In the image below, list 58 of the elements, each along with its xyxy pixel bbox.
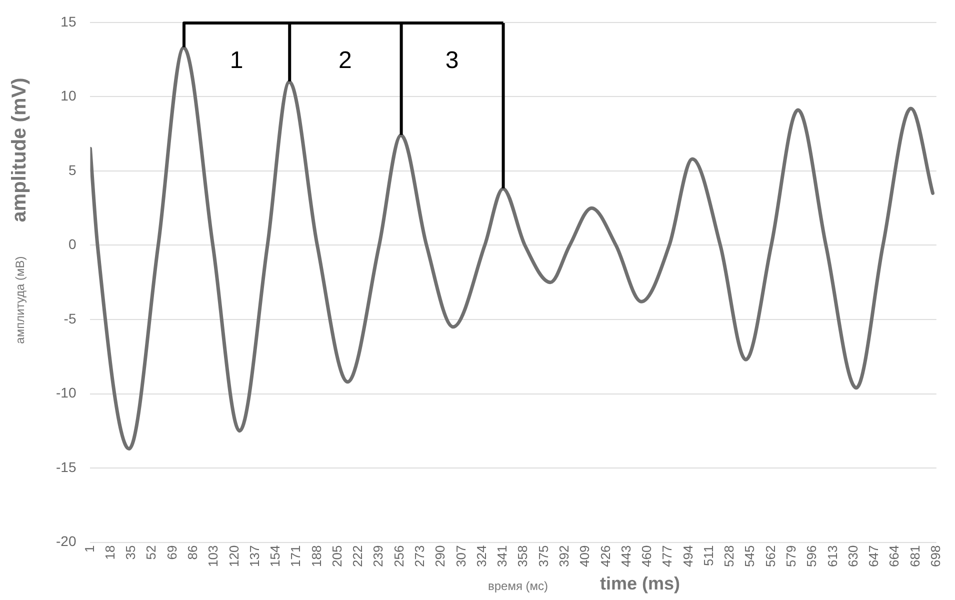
y-tick-label: 5 <box>68 162 76 178</box>
line-series <box>90 46 935 450</box>
annotation: 1 <box>230 47 244 76</box>
y-tick-label: 15 <box>60 13 76 30</box>
x-tick-label: 545 <box>742 545 758 568</box>
x-tick-label: 188 <box>308 545 324 568</box>
x-tick-label: 341 <box>494 545 510 568</box>
x-tick-label: 273 <box>412 545 428 568</box>
x-tick-label: 35 <box>123 545 138 560</box>
x-tick-label: 392 <box>556 545 572 568</box>
x-tick-label: 562 <box>762 545 778 568</box>
x-tick-label: 647 <box>866 545 882 568</box>
x-tick-label: 664 <box>886 545 902 568</box>
x-tick-label: 511 <box>700 545 716 566</box>
x-tick-label: 137 <box>246 545 262 568</box>
y-tick-label: -10 <box>56 384 76 401</box>
y-tick-label: -5 <box>64 310 76 326</box>
y-tick-label: 10 <box>60 88 76 104</box>
y-tick-label: 0 <box>68 236 76 252</box>
x-tick-label: 460 <box>639 545 654 568</box>
x-tick-label: 596 <box>804 545 820 568</box>
y-axis-title: amplitude (mV) <box>8 78 32 222</box>
x-tick-label: 307 <box>453 545 468 568</box>
x-tick-label: 86 <box>185 545 200 560</box>
text: время (мс) <box>488 579 548 593</box>
x-tick-label: 256 <box>391 545 406 568</box>
annotation: 3 <box>445 47 459 76</box>
x-tick-label: 324 <box>474 545 489 568</box>
x-tick-label: 171 <box>288 545 304 568</box>
x-tick-label: 154 <box>268 545 283 568</box>
x-tick-label: 579 <box>784 545 799 568</box>
annotation: 2 <box>338 47 352 76</box>
x-tick-label: 358 <box>515 545 530 568</box>
x-tick-label: 443 <box>618 545 634 568</box>
x-tick-label: 18 <box>102 545 118 560</box>
x-axis-title: time (ms) <box>600 574 680 594</box>
x-tick-label: 1 <box>82 545 97 553</box>
text: амплитуда (мВ) <box>13 256 27 344</box>
x-tick-label: 528 <box>722 545 737 568</box>
y-tick-label: -15 <box>56 458 76 475</box>
y-tick-label: -20 <box>56 533 76 550</box>
x-tick-label: 630 <box>845 545 860 568</box>
x-tick-label: 239 <box>370 545 386 568</box>
x-tick-label: 222 <box>350 545 366 568</box>
x-tick-label: 375 <box>536 545 551 568</box>
x-tick-label: 477 <box>660 545 675 568</box>
x-tick-label: 69 <box>164 545 180 560</box>
x-tick-label: 426 <box>598 545 613 568</box>
x-tick-label: 409 <box>577 545 592 568</box>
x-tick-label: 290 <box>432 545 448 568</box>
x-tick-label: 205 <box>329 545 344 568</box>
x-tick-label: 613 <box>824 545 840 568</box>
x-tick-label: 681 <box>907 545 922 568</box>
x-tick-label: 52 <box>144 545 159 560</box>
x-tick-label: 494 <box>680 545 696 568</box>
x-tick-label: 120 <box>226 545 242 568</box>
x-tick-label: 698 <box>928 545 943 568</box>
x-tick-label: 103 <box>206 545 221 568</box>
